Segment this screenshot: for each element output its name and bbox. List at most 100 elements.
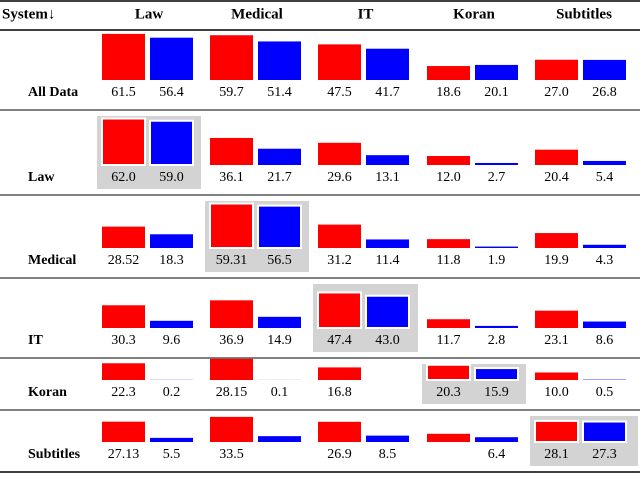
blue-bar xyxy=(475,65,518,80)
red-bar xyxy=(210,359,253,380)
red-bar xyxy=(102,305,145,328)
value-label: 6.4 xyxy=(488,447,506,462)
red-bar xyxy=(535,311,578,328)
red-bar xyxy=(210,204,253,248)
value-label: 59.7 xyxy=(219,85,244,100)
value-label: 15.9 xyxy=(484,385,509,400)
blue-bar xyxy=(150,121,193,165)
blue-bar xyxy=(475,163,518,165)
value-label: 47.5 xyxy=(327,85,352,100)
red-bar xyxy=(427,319,470,328)
row-label: IT xyxy=(28,333,43,348)
value-label: 18.3 xyxy=(159,253,184,268)
blue-bar xyxy=(475,247,518,248)
red-bar xyxy=(427,239,470,248)
blue-bar xyxy=(366,49,409,80)
value-label: 14.9 xyxy=(267,333,292,348)
column-header: Law xyxy=(135,6,164,22)
blue-bar xyxy=(583,322,626,328)
value-label: 56.5 xyxy=(267,253,292,268)
red-bar xyxy=(535,421,578,442)
value-label: 11.8 xyxy=(437,253,461,268)
value-label: 16.8 xyxy=(327,385,352,400)
value-label: 59.0 xyxy=(159,170,184,185)
value-label: 5.5 xyxy=(163,447,181,462)
red-bar xyxy=(210,300,253,328)
value-label: 22.3 xyxy=(111,385,136,400)
blue-bar xyxy=(583,161,626,165)
red-bar xyxy=(318,422,361,442)
blue-bar xyxy=(366,155,409,165)
column-header: Subtitles xyxy=(556,6,612,22)
value-label: 27.3 xyxy=(592,447,617,462)
value-label: 28.15 xyxy=(216,385,248,400)
value-label: 30.3 xyxy=(111,333,136,348)
blue-bar xyxy=(258,436,301,442)
row-label: Koran xyxy=(28,385,67,400)
value-label: 43.0 xyxy=(375,333,400,348)
value-label: 59.31 xyxy=(216,253,248,268)
blue-bar xyxy=(150,234,193,248)
value-label: 27.0 xyxy=(544,85,569,100)
blue-bar xyxy=(475,368,518,380)
red-bar xyxy=(318,367,361,380)
value-label: 19.9 xyxy=(544,253,569,268)
value-label: 8.5 xyxy=(379,447,397,462)
red-bar xyxy=(210,417,253,442)
blue-bar xyxy=(366,436,409,442)
row-label: All Data xyxy=(28,85,78,100)
value-label: 29.6 xyxy=(327,170,352,185)
red-bar xyxy=(535,233,578,248)
column-header: Medical xyxy=(231,6,283,22)
red-bar xyxy=(210,35,253,80)
blue-bar xyxy=(583,422,626,442)
value-label: 61.5 xyxy=(111,85,136,100)
red-bar xyxy=(318,143,361,165)
value-label: 36.1 xyxy=(219,170,244,185)
value-label: 56.4 xyxy=(159,85,184,100)
red-bar xyxy=(427,156,470,165)
value-label: 20.4 xyxy=(544,170,569,185)
value-label: 13.1 xyxy=(375,170,400,185)
blue-bar xyxy=(366,239,409,248)
red-bar xyxy=(102,119,145,166)
value-label: 20.1 xyxy=(484,85,509,100)
value-label: 26.9 xyxy=(327,447,352,462)
value-label: 0.5 xyxy=(596,385,614,400)
value-label: 5.4 xyxy=(596,170,614,185)
value-label: 27.13 xyxy=(108,447,140,462)
value-label: 23.1 xyxy=(544,333,569,348)
blue-bar xyxy=(475,437,518,442)
value-label: 26.8 xyxy=(592,85,617,100)
blue-bar xyxy=(150,321,193,328)
row-label: Law xyxy=(28,170,55,185)
red-bar xyxy=(535,373,578,381)
value-label: 12.0 xyxy=(436,170,461,185)
red-bar xyxy=(318,225,361,248)
blue-bar xyxy=(583,60,626,80)
red-bar xyxy=(318,292,361,328)
blue-bar xyxy=(150,438,193,442)
blue-bar xyxy=(475,326,518,328)
red-bar xyxy=(318,44,361,80)
value-label: 0.1 xyxy=(271,385,289,400)
value-label: 9.6 xyxy=(163,333,181,348)
corner-header: System↓ xyxy=(2,6,55,22)
value-label: 20.3 xyxy=(436,385,461,400)
value-label: 28.1 xyxy=(544,447,569,462)
blue-bar xyxy=(150,38,193,80)
blue-bar xyxy=(258,149,301,165)
column-header: Koran xyxy=(453,6,495,22)
red-bar xyxy=(535,150,578,165)
blue-bar xyxy=(258,41,301,80)
value-label: 2.8 xyxy=(488,333,506,348)
red-bar xyxy=(102,227,145,248)
red-bar xyxy=(102,363,145,380)
value-label: 18.6 xyxy=(436,85,461,100)
value-label: 36.9 xyxy=(219,333,244,348)
value-label: 33.5 xyxy=(219,447,244,462)
value-label: 2.7 xyxy=(488,170,506,185)
red-bar xyxy=(427,365,470,380)
value-label: 4.3 xyxy=(596,253,614,268)
